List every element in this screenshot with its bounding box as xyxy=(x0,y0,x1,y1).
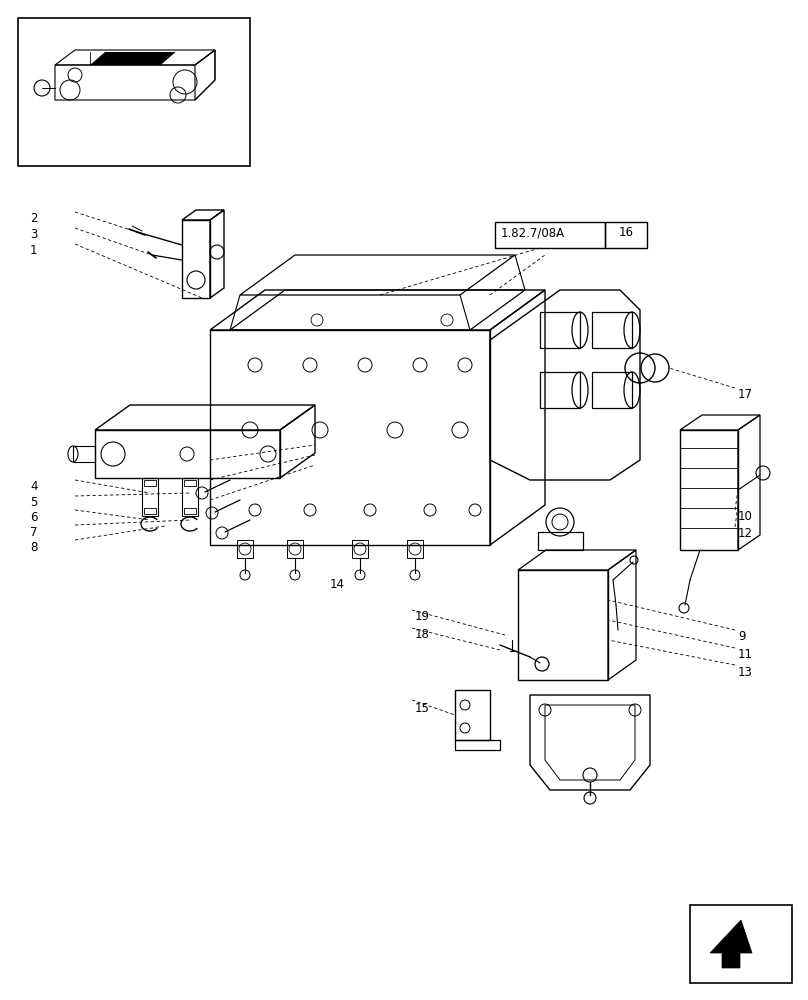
Bar xyxy=(18,18,250,166)
Bar xyxy=(518,570,608,680)
Bar xyxy=(690,905,792,983)
Text: 5: 5 xyxy=(30,496,37,509)
Text: 10: 10 xyxy=(738,510,753,523)
Text: 12: 12 xyxy=(738,527,753,540)
Bar xyxy=(182,478,198,516)
Text: 13: 13 xyxy=(738,666,753,679)
Text: 7: 7 xyxy=(30,526,37,539)
Text: 8: 8 xyxy=(30,541,37,554)
Text: 14: 14 xyxy=(330,578,345,591)
Bar xyxy=(538,532,583,550)
Bar xyxy=(592,312,632,348)
Text: 4: 4 xyxy=(30,480,37,493)
Text: 19: 19 xyxy=(415,610,430,623)
Bar xyxy=(540,312,580,348)
Bar xyxy=(237,540,253,558)
Bar xyxy=(144,508,156,514)
Bar xyxy=(540,372,580,408)
Text: 17: 17 xyxy=(738,388,753,401)
Bar xyxy=(184,480,196,486)
Bar xyxy=(495,222,605,248)
Bar xyxy=(605,222,647,248)
Text: 1.82.7/08A: 1.82.7/08A xyxy=(501,226,565,239)
Text: 9: 9 xyxy=(738,630,746,643)
Bar xyxy=(592,372,632,408)
Bar xyxy=(680,430,738,550)
Text: 3: 3 xyxy=(30,228,37,241)
Bar xyxy=(352,540,368,558)
Text: 16: 16 xyxy=(618,226,633,239)
Bar xyxy=(455,690,490,740)
Text: 11: 11 xyxy=(738,648,753,661)
Text: 2: 2 xyxy=(30,212,37,225)
Bar xyxy=(142,478,158,516)
Polygon shape xyxy=(710,920,752,968)
Bar xyxy=(95,430,280,478)
Bar xyxy=(455,740,500,750)
Text: 1: 1 xyxy=(30,244,37,257)
Bar xyxy=(73,446,95,462)
Bar xyxy=(287,540,303,558)
Bar xyxy=(144,480,156,486)
Text: 18: 18 xyxy=(415,628,430,641)
Bar xyxy=(184,508,196,514)
Text: 6: 6 xyxy=(30,511,37,524)
Polygon shape xyxy=(90,52,175,65)
Text: 15: 15 xyxy=(415,702,430,715)
Bar xyxy=(407,540,423,558)
